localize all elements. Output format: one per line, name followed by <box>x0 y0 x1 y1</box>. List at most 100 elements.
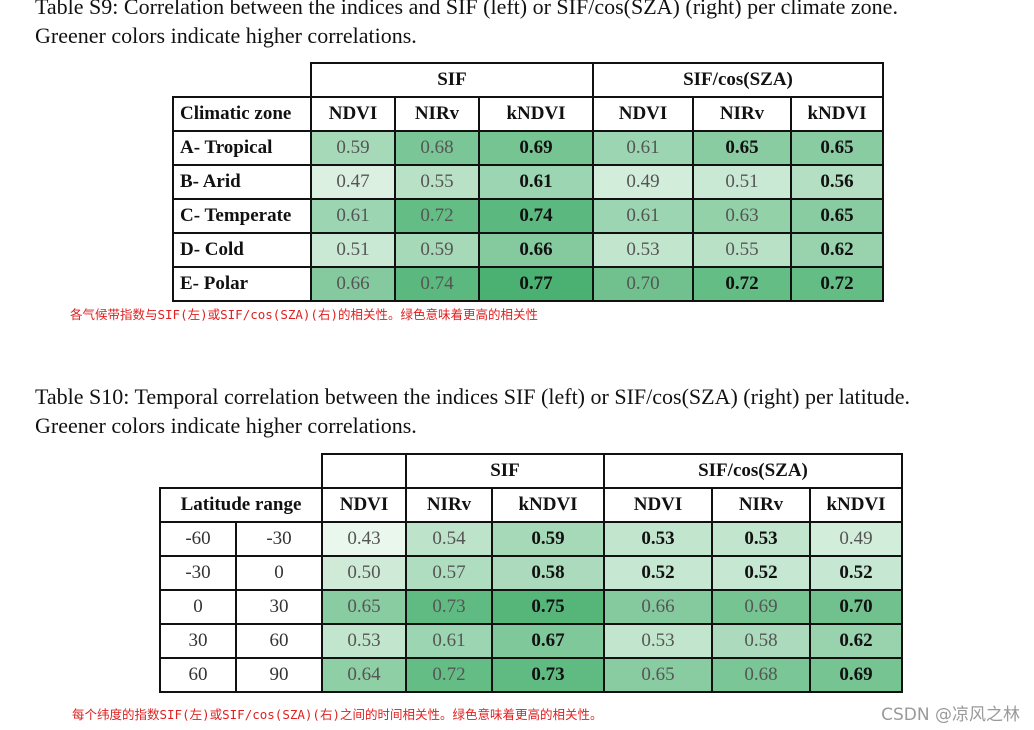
table-row: 30 60 0.53 0.61 0.67 0.53 0.58 0.62 <box>159 623 903 659</box>
value-cell: 0.66 <box>478 232 594 268</box>
zone-label: A- Tropical <box>172 130 312 166</box>
zone-label: E- Polar <box>172 266 312 302</box>
latitude-to: -30 <box>235 521 323 557</box>
column-header: NIRv <box>692 96 792 132</box>
value-cell: 0.55 <box>692 232 792 268</box>
value-cell: 0.52 <box>603 555 713 591</box>
value-cell: 0.59 <box>491 521 605 557</box>
value-cell: 0.72 <box>405 657 493 693</box>
value-cell: 0.61 <box>478 164 594 200</box>
value-cell: 0.62 <box>790 232 884 268</box>
value-cell: 0.43 <box>321 521 407 557</box>
translation-note: 各气候带指数与SIF(左)或SIF/cos(SZA)(右)的相关性。绿色意味着更… <box>70 307 538 322</box>
column-header: NDVI <box>592 96 694 132</box>
row-header: Latitude range <box>159 487 323 523</box>
column-header: kNDVI <box>790 96 884 132</box>
table-row: A- Tropical 0.59 0.68 0.69 0.61 0.65 0.6… <box>172 130 884 166</box>
value-cell: 0.52 <box>711 555 811 591</box>
value-cell: 0.56 <box>790 164 884 200</box>
latitude-from: -60 <box>159 521 237 557</box>
value-cell: 0.65 <box>692 130 792 166</box>
value-cell: 0.65 <box>321 589 407 625</box>
column-header: kNDVI <box>478 96 594 132</box>
value-cell: 0.53 <box>603 521 713 557</box>
caption-line-2: Greener colors indicate higher correlati… <box>35 23 417 48</box>
caption-line-1: Table S10: Temporal correlation between … <box>35 384 911 409</box>
column-header: NIRv <box>711 487 811 523</box>
latitude-to: 60 <box>235 623 323 659</box>
table-row: E- Polar 0.66 0.74 0.77 0.70 0.72 0.72 <box>172 266 884 302</box>
table-row: B- Arid 0.47 0.55 0.61 0.49 0.51 0.56 <box>172 164 884 200</box>
latitude-from: 30 <box>159 623 237 659</box>
value-cell: 0.77 <box>478 266 594 302</box>
value-cell: 0.59 <box>394 232 480 268</box>
value-cell: 0.68 <box>394 130 480 166</box>
column-header: NIRv <box>405 487 493 523</box>
value-cell: 0.54 <box>405 521 493 557</box>
value-cell: 0.72 <box>692 266 792 302</box>
value-cell: 0.70 <box>592 266 694 302</box>
value-cell: 0.57 <box>405 555 493 591</box>
value-cell: 0.51 <box>310 232 396 268</box>
table-row: D- Cold 0.51 0.59 0.66 0.53 0.55 0.62 <box>172 232 884 268</box>
value-cell: 0.58 <box>711 623 811 659</box>
zone-label: C- Temperate <box>172 198 312 234</box>
value-cell: 0.69 <box>478 130 594 166</box>
value-cell: 0.55 <box>394 164 480 200</box>
value-cell: 0.66 <box>310 266 396 302</box>
value-cell: 0.65 <box>790 198 884 234</box>
latitude-from: -30 <box>159 555 237 591</box>
value-cell: 0.72 <box>790 266 884 302</box>
value-cell: 0.49 <box>809 521 903 557</box>
value-cell: 0.75 <box>491 589 605 625</box>
value-cell: 0.68 <box>711 657 811 693</box>
column-header: NDVI <box>321 487 407 523</box>
table-row: -60 -30 0.43 0.54 0.59 0.53 0.53 0.49 <box>159 521 903 557</box>
value-cell: 0.61 <box>310 198 396 234</box>
value-cell: 0.63 <box>692 198 792 234</box>
row-header: Climatic zone <box>172 96 312 132</box>
translation-note: 每个纬度的指数SIF(左)或SIF/cos(SZA)(右)之间的时间相关性。绿色… <box>72 707 603 722</box>
group-header-sif-cos-sza: SIF/cos(SZA) <box>592 62 884 98</box>
column-header: NIRv <box>394 96 480 132</box>
value-cell: 0.62 <box>809 623 903 659</box>
value-cell: 0.65 <box>790 130 884 166</box>
value-cell: 0.53 <box>711 521 811 557</box>
table-s10-caption: Table S10: Temporal correlation between … <box>35 382 1025 440</box>
value-cell: 0.74 <box>394 266 480 302</box>
value-cell: 0.51 <box>692 164 792 200</box>
latitude-from: 60 <box>159 657 237 693</box>
value-cell: 0.52 <box>809 555 903 591</box>
value-cell: 0.61 <box>405 623 493 659</box>
value-cell: 0.73 <box>405 589 493 625</box>
value-cell: 0.73 <box>491 657 605 693</box>
value-cell: 0.47 <box>310 164 396 200</box>
column-header: kNDVI <box>491 487 605 523</box>
value-cell: 0.53 <box>592 232 694 268</box>
value-cell: 0.61 <box>592 198 694 234</box>
column-header: kNDVI <box>809 487 903 523</box>
value-cell: 0.74 <box>478 198 594 234</box>
table-row: -30 0 0.50 0.57 0.58 0.52 0.52 0.52 <box>159 555 903 591</box>
value-cell: 0.58 <box>491 555 605 591</box>
value-cell: 0.69 <box>809 657 903 693</box>
column-header: NDVI <box>310 96 396 132</box>
table-s9-caption: Table S9: Correlation between the indice… <box>35 0 1025 50</box>
value-cell: 0.61 <box>592 130 694 166</box>
value-cell: 0.64 <box>321 657 407 693</box>
group-header-sif: SIF <box>310 62 594 98</box>
table-row: C- Temperate 0.61 0.72 0.74 0.61 0.63 0.… <box>172 198 884 234</box>
value-cell: 0.69 <box>711 589 811 625</box>
value-cell: 0.53 <box>321 623 407 659</box>
watermark: CSDN @凉风之林 <box>881 705 1020 725</box>
value-cell: 0.53 <box>603 623 713 659</box>
table-s9: SIF SIF/cos(SZA) Climatic zone NDVI NIRv… <box>172 62 884 302</box>
value-cell: 0.59 <box>310 130 396 166</box>
table-row: 60 90 0.64 0.72 0.73 0.65 0.68 0.69 <box>159 657 903 693</box>
zone-label: D- Cold <box>172 232 312 268</box>
group-header-sif: SIF <box>405 453 605 489</box>
value-cell: 0.70 <box>809 589 903 625</box>
latitude-to: 0 <box>235 555 323 591</box>
zone-label: B- Arid <box>172 164 312 200</box>
value-cell: 0.72 <box>394 198 480 234</box>
